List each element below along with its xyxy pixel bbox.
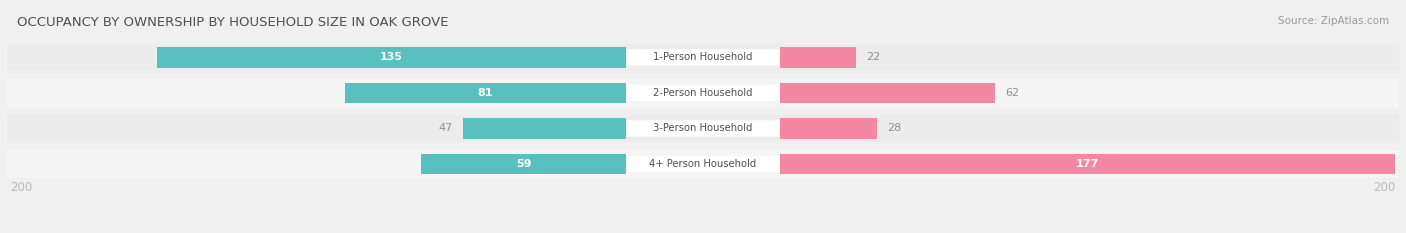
Text: 3-Person Household: 3-Person Household (654, 123, 752, 134)
Text: 2-Person Household: 2-Person Household (654, 88, 752, 98)
Text: 177: 177 (1076, 159, 1099, 169)
FancyBboxPatch shape (626, 49, 780, 65)
Bar (779, 47, 856, 68)
Bar (779, 154, 1396, 174)
Bar (7, 115, 1399, 142)
Text: 200: 200 (10, 181, 32, 194)
Bar (779, 83, 995, 103)
Bar (779, 118, 877, 139)
Text: 1-Person Household: 1-Person Household (654, 52, 752, 62)
Bar (463, 118, 627, 139)
Bar (422, 154, 627, 174)
Bar (7, 44, 1399, 71)
FancyBboxPatch shape (626, 156, 780, 172)
Text: Source: ZipAtlas.com: Source: ZipAtlas.com (1278, 16, 1389, 26)
Bar (7, 79, 1399, 107)
FancyBboxPatch shape (626, 85, 780, 101)
Text: 59: 59 (516, 159, 531, 169)
Text: 22: 22 (866, 52, 880, 62)
Bar (344, 83, 627, 103)
Text: 47: 47 (439, 123, 453, 134)
Text: 28: 28 (887, 123, 901, 134)
Text: 62: 62 (1005, 88, 1019, 98)
Bar (156, 47, 627, 68)
Text: 200: 200 (1374, 181, 1396, 194)
Text: 4+ Person Household: 4+ Person Household (650, 159, 756, 169)
Text: OCCUPANCY BY OWNERSHIP BY HOUSEHOLD SIZE IN OAK GROVE: OCCUPANCY BY OWNERSHIP BY HOUSEHOLD SIZE… (17, 16, 449, 29)
Text: 135: 135 (380, 52, 404, 62)
Bar (7, 150, 1399, 178)
Text: 81: 81 (478, 88, 494, 98)
FancyBboxPatch shape (626, 120, 780, 137)
